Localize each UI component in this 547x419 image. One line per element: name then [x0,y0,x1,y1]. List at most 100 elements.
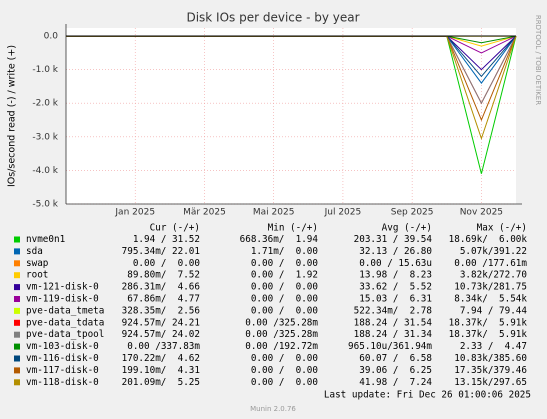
legend-label: vm-118-disk-0 [26,377,99,388]
legend-label: pve-data_tdata [26,317,104,328]
legend-stat: 188.24 / 31.34 [354,329,433,340]
legend-header: Cur (-/+) [150,223,200,234]
legend-stat: 0.00 / 0.00 [251,258,318,269]
legend-stat: 965.10u/361.94m [348,341,432,352]
legend-stat: 13.98 / 8.23 [359,270,432,281]
legend-stat: 668.36m/ 1.94 [240,234,319,245]
legend-label: pve-data_tmeta [26,305,104,316]
legend-stat: 3.82k/272.70 [460,270,527,281]
legend-swatch [14,319,20,326]
x-tick-label: Jan 2025 [114,208,155,218]
legend-stat: 328.35m/ 2.56 [122,305,200,316]
legend-stat: 0.00 /337.83m [127,341,200,352]
legend-stat: 0.00 / 0.00 [251,365,318,376]
legend-stat: 32.13 / 26.80 [359,246,432,257]
y-axis-label: IOs/second read (-) / write (+) [7,45,18,187]
legend-stat: 0.00 / 1.92 [251,270,318,281]
legend-stat: 7.94 / 79.44 [460,305,528,316]
legend-stat: 0.00 / 0.00 [133,258,200,269]
legend-label: vm-121-disk-0 [26,282,99,293]
legend-stat: 0.00 /325.28m [245,329,318,340]
legend-stat: 17.35k/379.46 [454,365,527,376]
plot-area [66,28,516,204]
legend-stat: 201.09m/ 5.25 [122,377,200,388]
legend-label: nvme0n1 [26,234,65,245]
legend-stat: 1.71m/ 0.00 [251,246,318,257]
legend-stat: 18.69k/ 6.00k [449,234,528,245]
legend-swatch [14,248,20,255]
legend-stat: 795.34m/ 22.01 [122,246,200,257]
legend-stat: 0.00 /192.72m [245,341,318,352]
legend-label: swap [26,258,49,269]
legend-stat: 1.94 / 31.52 [133,234,200,245]
legend-swatch [14,272,20,279]
legend-stat: 0.00 / 0.00 [251,294,318,305]
legend-stat: 10.83k/385.60 [454,353,527,364]
legend-stat: 0.00 / 0.00 [251,377,318,388]
y-tick-label: 0.0 [44,32,59,42]
legend-stat: 924.57m/ 24.21 [122,317,200,328]
legend-swatch [14,296,20,302]
x-tick-label: Mai 2025 [253,208,295,218]
legend-label: vm-117-disk-0 [26,365,99,376]
legend-label: pve-data_tpool [26,329,104,340]
legend-stat: 0.00 /325.28m [245,317,318,328]
legend-stat: 39.06 / 6.25 [359,365,432,376]
legend-stat: 41.98 / 7.24 [359,377,432,388]
side-label: RRDTOOL / TOBI OETIKER [534,15,542,105]
x-tick-label: Mär 2025 [183,208,226,218]
chart-title: Disk IOs per device - by year [186,11,359,25]
legend-swatch [14,236,20,243]
legend-stat: 10.73k/281.75 [454,282,527,293]
legend-stat: 0.00 / 0.00 [251,353,318,364]
legend-stat: 18.37k/ 5.91k [449,317,528,328]
legend-swatch [14,331,20,338]
legend-stat: 203.31 / 39.54 [354,234,433,245]
legend-stat: 5.07k/391.22 [460,246,527,257]
legend-header: Avg (-/+) [382,223,432,234]
y-tick-label: -5.0 k [32,200,58,210]
legend-swatch [14,343,20,350]
legend-label: sda [26,246,43,257]
legend-stat: 67.86m/ 4.77 [127,294,200,305]
legend-stat: 8.34k/ 5.54k [454,294,527,305]
legend-stat: 89.80m/ 7.52 [127,270,200,281]
legend-stat: 0.00 / 0.00 [251,282,318,293]
x-tick-label: Sep 2025 [391,208,434,218]
legend-header: Min (-/+) [268,223,318,234]
legend-swatch [14,355,20,362]
legend-stat: 924.57m/ 24.02 [122,329,200,340]
legend-label: vm-103-disk-0 [26,341,99,352]
legend-stat: 188.24 / 31.54 [354,317,433,328]
legend-stat: 0.00 / 0.00 [251,305,318,316]
y-tick-label: -1.0 k [32,65,58,75]
legend-stat: 199.10m/ 4.31 [122,365,200,376]
legend-swatch [14,307,20,314]
legend-stat: 15.03 / 6.31 [359,294,432,305]
legend-label: vm-116-disk-0 [26,353,99,364]
legend-stat: 2.33 / 4.47 [460,341,527,352]
legend-header: Max (-/+) [477,223,527,234]
x-tick-label: Jul 2025 [324,208,362,218]
legend-stat: 60.07 / 6.58 [359,353,432,364]
legend-stat: 0.00 /177.61m [454,258,527,269]
legend-stat: 0.00 / 15.63u [359,258,432,269]
legend-swatch [14,379,20,386]
legend-stat: 286.31m/ 4.66 [122,282,200,293]
legend-stat: 13.15k/297.65 [454,377,527,388]
legend-stat: 522.34m/ 2.78 [354,305,432,316]
y-tick-label: -4.0 k [32,166,58,176]
legend-swatch [14,284,20,291]
legend-swatch [14,367,20,374]
legend-stat: 33.62 / 5.52 [359,282,432,293]
footer: Munin 2.0.76 [250,405,296,413]
legend-stat: 18.37k/ 5.91k [449,329,528,340]
legend-swatch [14,260,20,267]
legend-label: vm-119-disk-0 [26,294,99,305]
legend-label: root [26,270,48,281]
y-tick-label: -3.0 k [32,132,58,142]
x-tick-label: Nov 2025 [460,208,503,218]
last-update: Last update: Fri Dec 26 01:00:06 2025 [324,390,531,401]
legend-stat: 170.22m/ 4.62 [122,353,200,364]
